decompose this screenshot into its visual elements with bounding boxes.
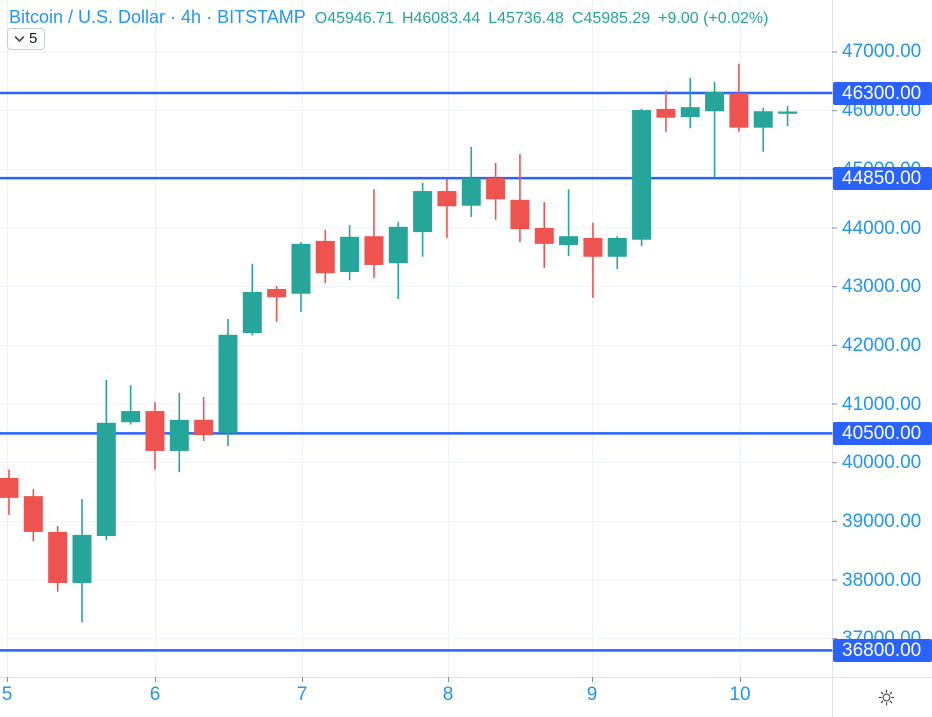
candle — [315, 229, 335, 284]
hline-price-badge: 40500.00 — [833, 421, 932, 445]
ohlc-open: O 45946.71 — [315, 10, 394, 28]
candle — [461, 147, 481, 217]
ohlc-values: O 45946.71 H 46083.44 L 45736.48 C 45985.29 … — [315, 10, 769, 28]
hline-price-badge: 36800.00 — [833, 638, 932, 662]
candle — [656, 90, 676, 132]
candle — [388, 222, 408, 299]
price-tick-label: 47000.00 — [842, 41, 922, 63]
price-tick-label: 44000.00 — [842, 217, 922, 239]
candle — [753, 107, 773, 152]
ohlc-high: H 46083.44 — [402, 10, 480, 28]
candle — [632, 108, 652, 247]
time-tick-label: 6 — [149, 684, 161, 705]
time-axis-settings-button[interactable] — [876, 689, 896, 711]
candle — [486, 162, 506, 220]
candle — [364, 189, 384, 278]
close-label: C — [571, 10, 584, 27]
hline-price-badge: 46300.00 — [833, 81, 932, 105]
candle — [607, 236, 627, 270]
candle — [291, 242, 311, 312]
price-tick-label: 42000.00 — [842, 334, 922, 356]
candle — [242, 263, 262, 336]
candle — [778, 105, 798, 127]
candle — [413, 182, 433, 257]
price-tick-label: 43000.00 — [842, 276, 922, 298]
candle — [680, 77, 700, 129]
time-tick-label: 8 — [442, 684, 454, 705]
price-change: +9.00 (+0.02%) — [658, 10, 769, 27]
candle — [583, 222, 603, 298]
candle — [23, 489, 43, 542]
price-tick-label: 40000.00 — [842, 452, 922, 474]
candle — [534, 202, 554, 268]
gear-icon — [878, 689, 895, 711]
ohlc-close: C 45985.29 — [572, 10, 650, 28]
candle — [340, 225, 360, 281]
candle — [705, 81, 725, 178]
close-value: 45985.29 — [583, 10, 651, 27]
open-value: 45946.71 — [327, 10, 394, 27]
low-value: 45736.48 — [497, 10, 564, 27]
price-tick-label: 46000.00 — [842, 100, 922, 122]
hline-price-badge: 44850.00 — [833, 166, 932, 190]
candle — [510, 154, 530, 243]
low-label: L — [488, 10, 498, 27]
open-label: O — [314, 10, 328, 27]
candle — [121, 385, 141, 425]
time-tick-label: 10 — [729, 684, 751, 705]
candle — [437, 178, 457, 238]
candle — [96, 379, 116, 541]
candle — [218, 318, 238, 447]
time-axis[interactable]: 5 6 7 8 9 10 — [0, 677, 932, 717]
ohlc-low: L 45736.48 — [488, 10, 564, 28]
candle — [145, 402, 165, 470]
price-tick-label: 39000.00 — [842, 510, 922, 532]
candle — [194, 396, 214, 441]
high-value: 46083.44 — [413, 10, 481, 27]
price-axis[interactable]: 47000.0046000.0045000.0044000.0043000.00… — [832, 0, 932, 717]
chevron-down-icon — [14, 35, 25, 43]
candle — [48, 526, 68, 592]
high-label: H — [401, 10, 414, 27]
legend-collapse-button[interactable]: 5 — [7, 28, 46, 50]
time-tick-label: 9 — [586, 684, 598, 705]
candle — [559, 189, 579, 257]
legend-hidden-count: 5 — [29, 30, 38, 47]
symbol-title[interactable]: Bitcoin / U.S. Dollar · 4h · BITSTAMP — [9, 7, 306, 27]
candle — [72, 499, 92, 623]
candle — [729, 63, 749, 132]
candle — [169, 392, 189, 473]
time-tick-label: 5 — [1, 684, 13, 705]
candle — [0, 469, 19, 515]
candle — [267, 286, 287, 322]
price-tick-label: 41000.00 — [842, 393, 922, 415]
price-tick-label: 38000.00 — [842, 569, 922, 591]
time-tick-label: 7 — [296, 684, 308, 705]
